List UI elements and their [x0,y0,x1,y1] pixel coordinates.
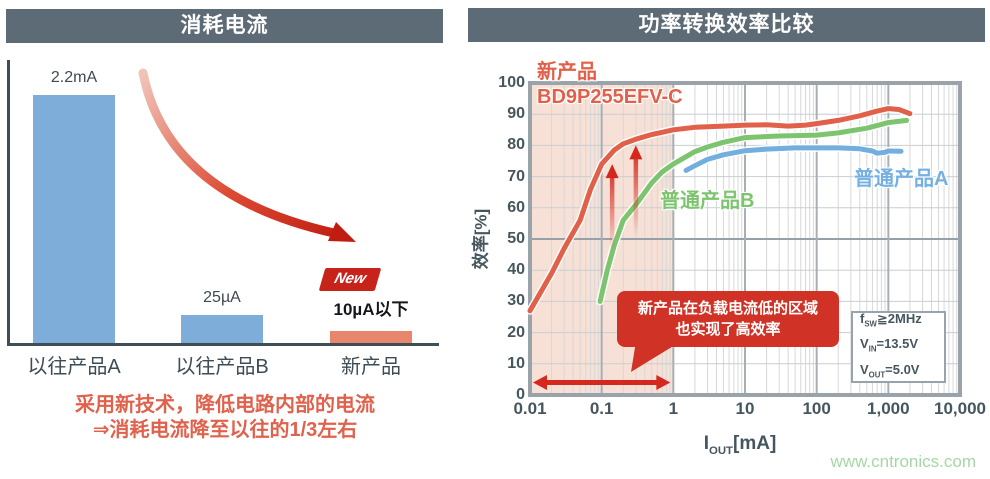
x-tick: 100 [802,399,831,418]
test-conditions-box: fSW≧2MHz VIN=13.5V VOUT=5.0V [851,311,946,383]
y-tick: 60 [507,198,525,216]
y-tick: 80 [507,136,525,154]
left-chart-x-axis [7,343,439,346]
bar-value-0: 2.2mA [50,69,98,86]
condition-line-1: VIN=13.5V [860,336,919,354]
legend-new-product-line1: 新产品 [537,61,597,83]
x-tick: 10 [735,399,755,418]
left-caption-line1: 采用新技术，降低电路内部的电流 [75,394,375,416]
callout-tail [631,345,675,372]
y-axis-label: 效率[%] [471,208,491,270]
y-tick: 70 [507,167,525,185]
x-tick: 1,000 [867,399,910,418]
bar-category-1: 以往产品B [175,356,269,378]
up-arrow-0 [605,164,619,252]
x-tick: 0.01 [513,399,547,418]
x-axis-label-unit: [mA] [733,433,777,454]
up-arrow-1 [629,145,643,236]
callout-high-efficiency: 新产品在负载电流低的区域 也实现了高效率 [617,291,839,372]
y-tick: 0 [516,386,525,403]
y-tick: 10 [507,354,525,372]
legend-new-product-part-number: BD9P255EFV-C [537,86,683,108]
x-tick: 1 [668,399,679,418]
new-badge: New [318,268,382,291]
bar-1 [181,315,263,343]
consumption-bar-chart: 2.2mA 以往产品A 25µA 以往产品B 10µA以下 新产品 New [0,0,455,479]
x-axis-label-sub: OUT [708,444,734,457]
legend-product-b: 普通产品B [660,190,755,212]
y-tick: 30 [507,292,525,310]
left-caption-line2: ⇒消耗电流降至以往的1/3左右 [92,419,358,441]
bar-2 [330,331,412,343]
y-tick: 40 [507,261,525,279]
left-panel-title: 消耗电流 [6,9,443,43]
right-panel-title: 功率转换效率比较 [468,8,985,42]
x-tick: 0.1 [589,399,614,418]
condition-line-2: VOUT=5.0V [860,361,920,380]
bar-value-1: 25µA [203,289,241,306]
left-chart-y-axis [7,60,10,345]
bar-0 [33,95,115,343]
y-tick: 50 [507,230,525,247]
condition-line-0: fSW≧2MHz [860,310,922,329]
watermark: www.cntronics.com [830,452,976,471]
callout-line1: 新产品在负载电流低的区域 [637,300,818,317]
y-tick: 20 [507,323,525,341]
legend-new-product: 新产品 BD9P255EFV-C [537,60,683,110]
x-axis-label: IOUT[mA] [660,433,820,457]
bar-category-2: 新产品 [341,356,401,378]
y-tick: 90 [507,105,525,123]
bar-category-0: 以往产品A [27,356,121,378]
bar-value-2: 10µA以下 [333,300,409,319]
callout-line2: 也实现了高效率 [675,321,781,338]
y-tick: 100 [498,74,525,91]
legend-product-a: 普通产品A [854,168,949,190]
x-axis-label-base: I [703,433,709,454]
x-tick: 10,000 [934,399,986,418]
range-arrow [533,375,671,391]
